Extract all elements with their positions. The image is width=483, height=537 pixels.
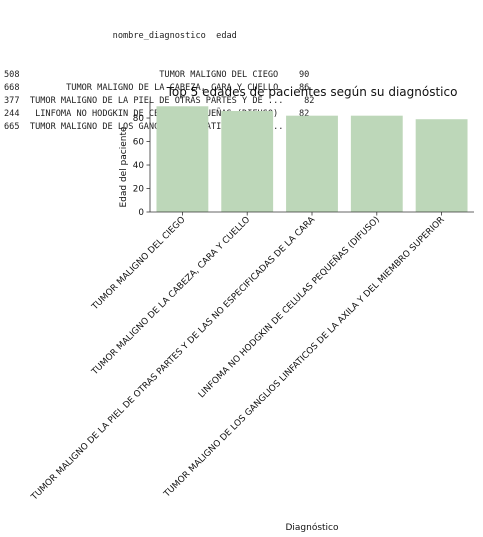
y-tick-label: 80 [133,114,145,124]
cell-edad: 82 [298,109,310,119]
row-index: 244 [4,109,20,119]
header-edad: edad [216,31,237,41]
bar [221,110,274,212]
table-row: 377 TUMOR MALIGNO DE LA PIEL DE OTRAS PA… [4,95,314,108]
row-index: 665 [4,122,20,132]
table-row: 668 TUMOR MALIGNO DE LA CABEZA, CARA Y C… [4,82,314,95]
cell-edad: 86 [298,83,310,93]
row-index: 508 [4,70,20,80]
table-header-row: nombre_diagnostico edad [4,30,314,43]
bar [350,115,403,212]
y-tick-label: 60 [133,138,145,148]
cell-nombre-diagnostico: TUMOR MALIGNO DEL CIEGO [159,70,279,80]
cell-nombre-diagnostico: TUMOR MALIGNO DE LA PIEL DE OTRAS PARTES… [29,96,284,106]
x-tick-label: TUMOR MALIGNO DE LA PIEL DE OTRAS PARTES… [29,215,317,503]
cell-edad: 82 [304,96,315,106]
chart-title: Top 5 edades de pacientes según su diagn… [166,85,458,99]
y-axis: 0 20 40 60 80 [133,101,151,218]
row-index: 377 [4,96,20,106]
bars-group [156,106,468,212]
y-tick-label: 20 [133,185,145,195]
table-row: 508 TUMOR MALIGNO DEL CIEGO 90 [4,69,314,82]
bar [286,115,338,212]
y-tick-label: 0 [138,208,144,218]
row-index: 668 [4,83,20,93]
cell-nombre-diagnostico: TUMOR MALIGNO DE LA CABEZA, CARA Y CUELL… [66,83,279,93]
header-nombre-diagnostico: nombre_diagnostico [112,31,206,41]
cell-edad: 90 [298,70,310,80]
bar [415,119,468,212]
bar [156,106,209,212]
x-axis-label: Diagnóstico [285,522,339,533]
y-tick-label: 40 [133,161,145,171]
y-axis-label: Edad del paciente [119,126,129,208]
